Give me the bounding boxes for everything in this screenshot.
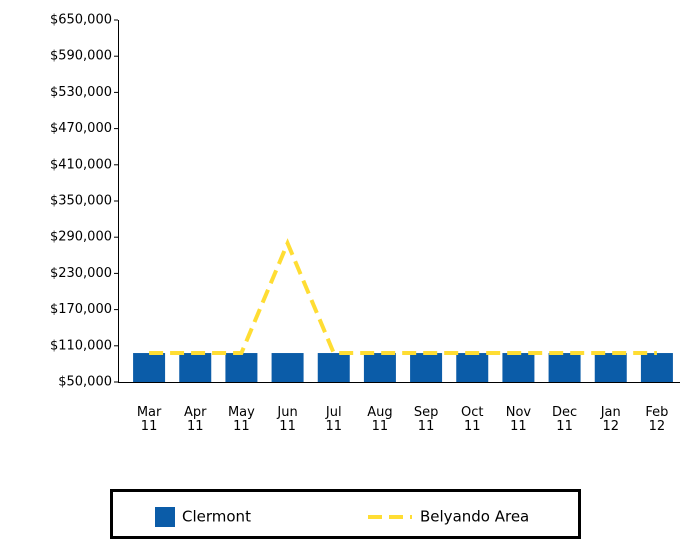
bar bbox=[456, 353, 489, 382]
y-tick-label: $170,000 bbox=[50, 302, 112, 317]
x-tick-label: Jul 11 bbox=[325, 405, 343, 434]
x-tick-label: Aug 11 bbox=[367, 405, 393, 434]
x-tick-label: Sep 11 bbox=[413, 405, 439, 434]
x-tick-label: Jun 11 bbox=[277, 405, 298, 434]
bar bbox=[133, 353, 166, 382]
legend-box bbox=[110, 489, 581, 539]
x-tick-label: Feb 12 bbox=[645, 405, 669, 434]
legend-swatch bbox=[155, 507, 175, 527]
bar bbox=[179, 353, 212, 382]
bar bbox=[548, 353, 581, 382]
y-tick-label: $350,000 bbox=[50, 194, 112, 209]
y-tick-label: $50,000 bbox=[58, 375, 112, 390]
bar bbox=[410, 353, 443, 382]
legend-label: Belyando Area bbox=[420, 508, 529, 526]
x-tick-label: May 11 bbox=[227, 405, 255, 434]
bar bbox=[225, 353, 258, 382]
y-tick-label: $650,000 bbox=[50, 13, 112, 28]
x-tick-label: Mar 11 bbox=[136, 405, 162, 434]
y-tick-label: $110,000 bbox=[50, 338, 112, 353]
x-tick-label: Oct 11 bbox=[461, 405, 484, 434]
bar bbox=[271, 353, 304, 382]
y-tick-label: $530,000 bbox=[50, 85, 112, 100]
y-tick-label: $230,000 bbox=[50, 266, 112, 281]
y-tick-label: $590,000 bbox=[50, 49, 112, 64]
bar bbox=[502, 353, 535, 382]
y-tick-label: $470,000 bbox=[50, 121, 112, 136]
bar bbox=[317, 353, 350, 382]
bar bbox=[640, 353, 673, 382]
bar bbox=[363, 353, 396, 382]
x-tick-label: Apr 11 bbox=[184, 405, 207, 434]
bar bbox=[594, 353, 627, 382]
legend-label: Clermont bbox=[182, 508, 251, 526]
x-tick-label: Nov 11 bbox=[505, 405, 532, 434]
y-tick-label: $410,000 bbox=[50, 157, 112, 172]
x-tick-label: Jan 12 bbox=[600, 405, 621, 434]
y-tick-label: $290,000 bbox=[50, 230, 112, 245]
x-tick-label: Dec 11 bbox=[552, 405, 578, 434]
line bbox=[149, 238, 657, 356]
